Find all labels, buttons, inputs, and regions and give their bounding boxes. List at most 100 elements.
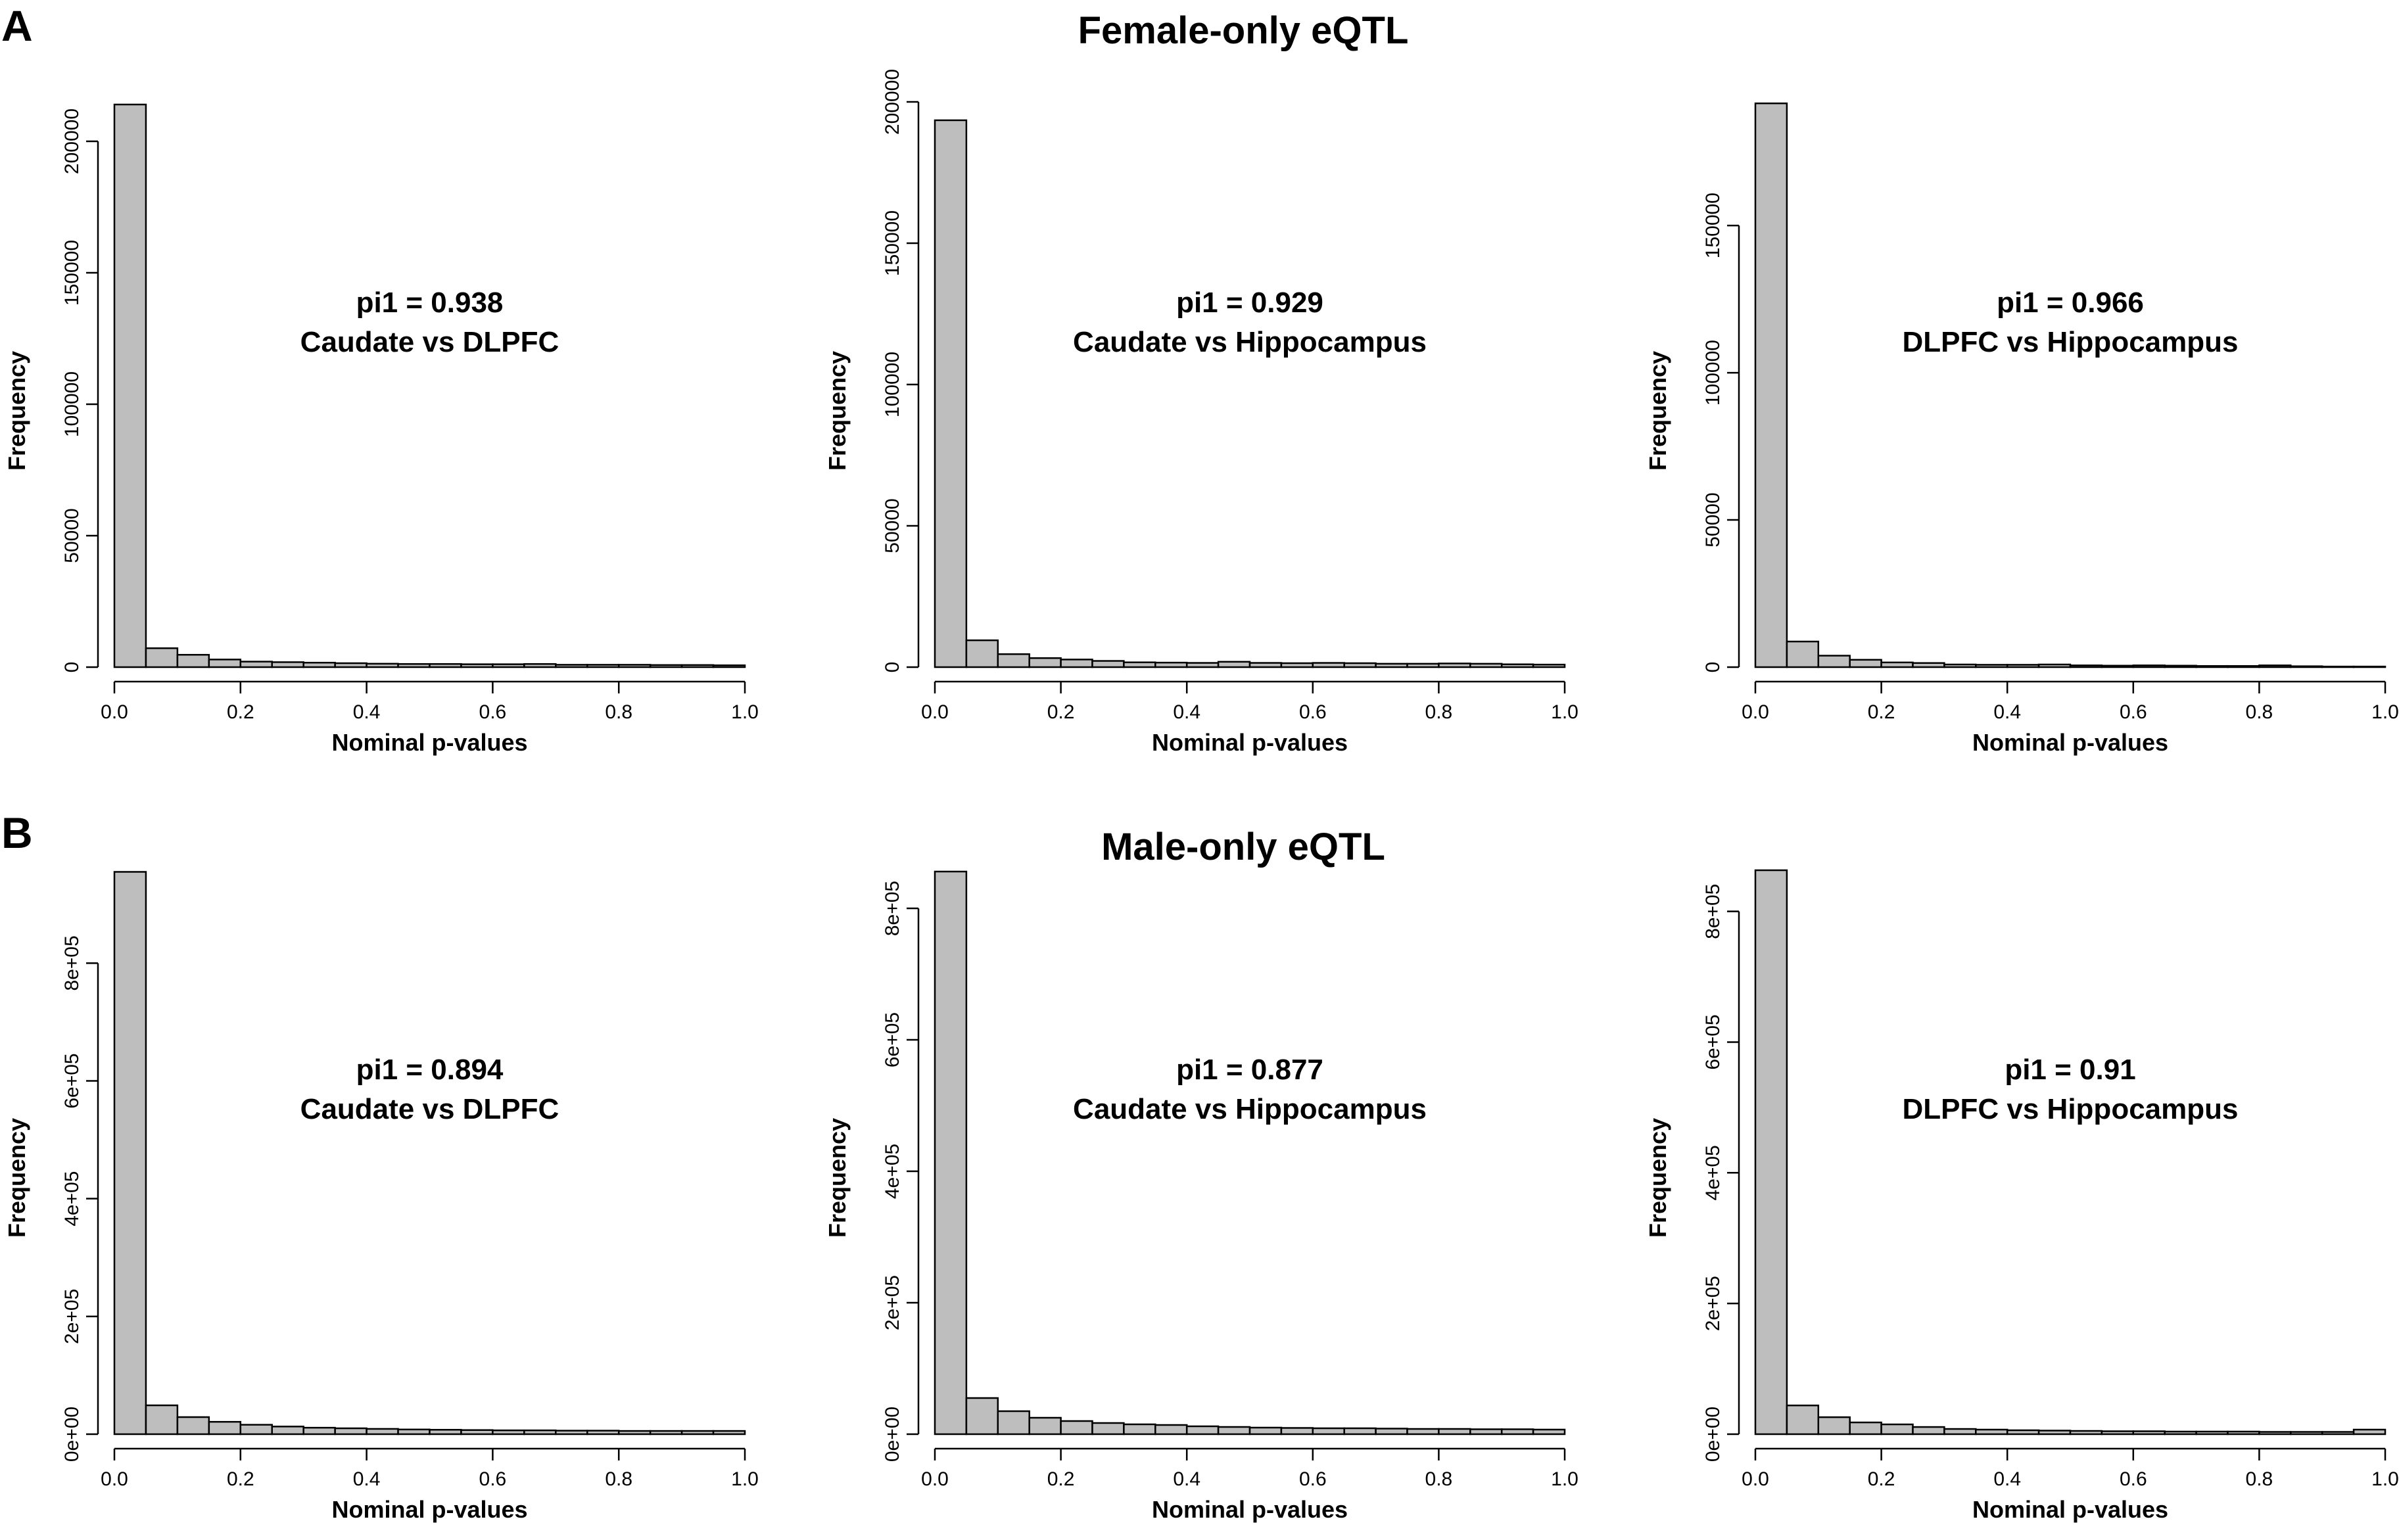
histogram-bar [334,662,368,668]
histogram-bar [1280,662,1314,668]
pi1-annotation: pi1 = 0.938 [356,287,504,319]
x-tick-label: 0.6 [479,1468,507,1490]
histogram-bar [1817,655,1851,668]
histogram-bar [2258,665,2292,668]
histogram-bar [1754,869,1788,1435]
histogram-bar [208,1420,242,1435]
y-tick-label: 150000 [61,240,83,306]
x-tick-label: 0.6 [479,701,507,723]
histogram-bar [460,663,494,668]
x-tick-label: 0.4 [1173,701,1200,723]
y-tick-label: 6e+05 [1702,1014,1724,1069]
x-tick-label: 0.4 [1173,1468,1200,1490]
y-axis-label: Frequency [1644,1118,1671,1238]
x-axis-label: Nominal p-values [1152,1496,1348,1523]
histogram-bar [1185,662,1220,668]
histogram-bar [2290,1431,2323,1435]
histogram-bar [239,661,273,668]
histogram-bar [1532,663,1566,668]
histogram-bar [1500,1428,1534,1435]
histogram-bar [649,664,683,668]
y-tick-label: 0 [882,662,903,673]
y-tick-label: 0 [1702,662,1724,673]
x-tick-label: 0.4 [1993,701,2021,723]
histogram-bar [1343,1427,1377,1435]
x-tick-label: 0.2 [227,1468,254,1490]
histogram-bar [934,119,968,668]
histogram-bar [1943,663,1977,668]
histogram-bar [649,1430,683,1435]
x-tick-label: 0.8 [605,1468,632,1490]
x-tick-label: 0.0 [101,1468,128,1490]
histogram-bar [2290,665,2323,668]
x-tick-label: 0.8 [1425,1468,1453,1490]
y-tick-label: 150000 [882,210,903,276]
histogram-bar [680,1430,715,1435]
y-axis-label: Frequency [824,351,851,471]
histogram-bar [680,664,715,668]
x-tick-label: 0.8 [1425,701,1453,723]
x-tick-label: 0.2 [1868,701,1895,723]
histogram-bar [2006,664,2040,668]
histogram-bar [208,659,242,668]
histogram-3: 0.0 0.2 0.4 0.6 0.8 1.0 Nominal p-values 0 50000… [1644,102,2399,756]
histogram-bar [1786,640,1820,668]
x-tick-label: 0.4 [353,701,381,723]
histogram-bar [1912,1426,1945,1435]
histogram-bar [113,871,147,1435]
pi1-annotation: pi1 = 0.877 [1176,1054,1323,1086]
x-tick-label: 1.0 [2371,701,2399,723]
histogram-bar [1060,1420,1093,1435]
y-axis-label: Frequency [1644,351,1671,471]
histogram-bar [1912,662,1945,668]
histogram-bar [2164,665,2197,668]
histogram-bar [1217,1426,1251,1435]
comparison-annotation: Caudate vs DLPFC [300,1093,559,1125]
histogram-bar [1154,1424,1188,1435]
histogram-6: 0.0 0.2 0.4 0.6 0.8 1.0 Nominal p-values 0e+00 2… [1644,869,2399,1523]
histogram-bar [1123,1423,1156,1435]
y-tick-label: 100000 [61,371,83,437]
histogram-bar [1091,660,1125,668]
histogram-bar [586,1430,620,1435]
histogram-bar [712,1430,746,1435]
histogram-bar [271,1426,304,1435]
histogram-bar [1375,1428,1408,1435]
histogram-bar [1185,1425,1220,1435]
x-tick-label: 1.0 [731,1468,759,1490]
panel-letter-a: A [1,1,33,50]
histogram-bar [1975,664,2008,668]
x-tick-label: 0.8 [2246,701,2273,723]
histogram-bar [334,1427,368,1435]
x-tick-label: 0.0 [1742,701,1769,723]
histogram-bar [1343,662,1377,668]
histogram-bar [617,1430,652,1435]
histogram-bar [2352,665,2387,668]
histogram-bar [2227,1430,2260,1435]
histogram-bar [429,663,462,668]
x-axis-label: Nominal p-values [1972,1496,2168,1523]
histogram-bar [1028,1416,1062,1435]
x-tick-label: 0.0 [101,701,128,723]
panel-letter-b: B [1,808,33,857]
histogram-bar [1880,661,1914,668]
x-tick-label: 0.2 [1047,1468,1075,1490]
histogram-bar [460,1429,494,1435]
histogram-bar [1943,1428,1977,1435]
histogram-bar [302,1426,336,1435]
histogram-bar [2195,665,2229,668]
histogram-bar [492,1429,525,1435]
y-tick-label: 0e+00 [1702,1407,1724,1462]
x-tick-label: 0.2 [227,701,254,723]
y-tick-label: 0e+00 [882,1407,903,1462]
histogram-bar [1312,662,1345,668]
x-tick-label: 0.6 [1299,1468,1327,1490]
histogram-bar [176,653,210,668]
y-axis-label: Frequency [3,351,30,471]
histogram-bar [1438,1428,1471,1435]
x-tick-label: 0.4 [353,1468,381,1490]
histogram-bar [2006,1429,2040,1435]
y-tick-label: 150000 [1702,193,1724,258]
x-tick-label: 0.6 [1299,701,1327,723]
x-tick-label: 0.0 [1742,1468,1769,1490]
